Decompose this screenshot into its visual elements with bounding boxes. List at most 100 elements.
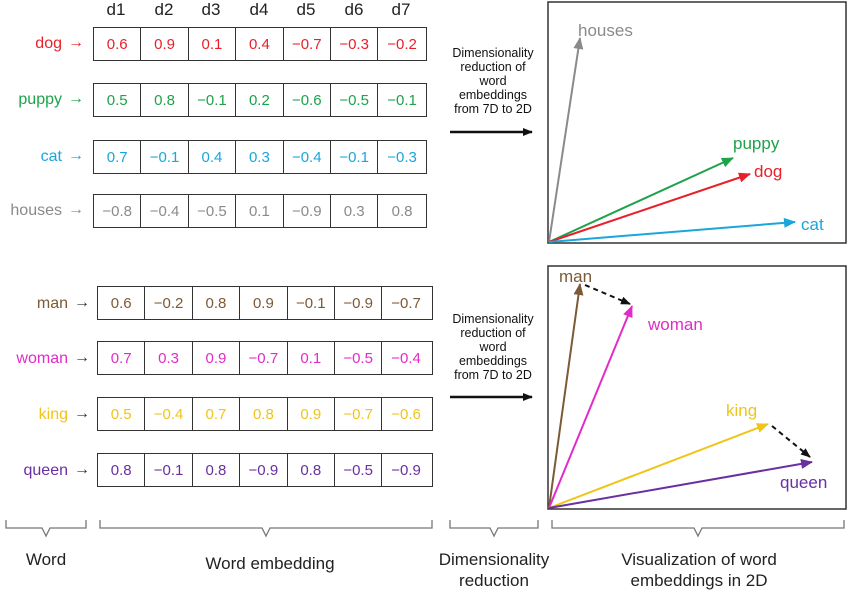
word-label: queen (23, 462, 69, 479)
caption-line: embeddings in 2D (630, 571, 768, 590)
embedding-value: −0.5 (335, 454, 383, 486)
plot-label-cat: cat (801, 215, 824, 234)
embedding-value: 0.8 (193, 287, 241, 319)
embedding-value: 0.3 (236, 141, 284, 173)
embedding-value: −0.3 (387, 148, 417, 166)
embedding-value: 0.9 (240, 287, 288, 319)
brace-visualization (551, 520, 845, 538)
dim-header-d7: d7 (391, 0, 411, 19)
embedding-value: −0.4 (145, 398, 193, 430)
embedding-value: −0.9 (335, 287, 383, 319)
dim-header-d3: d3 (201, 0, 221, 19)
embedding-value: 0.6 (94, 28, 142, 60)
word-label: cat (40, 148, 62, 165)
embedding-value: −0.8 (94, 195, 142, 227)
word-label: dog (35, 35, 62, 52)
embedding-value: −0.5 (189, 195, 237, 227)
embedding-value: −0.1 (145, 454, 193, 486)
right-arrow-icon: → (74, 461, 90, 478)
right-arrow-icon: → (74, 294, 90, 311)
embedding-value: 0.9 (193, 342, 241, 374)
embedding-value: −0.9 (391, 461, 421, 479)
embedding-value: −0.7 (391, 294, 421, 312)
dim-header-d1: d1 (106, 0, 126, 19)
plot-frame (547, 265, 847, 510)
embedding-value: 0.4 (236, 28, 284, 60)
word-label: puppy (18, 91, 62, 108)
embedding-value: 0.1 (236, 195, 284, 227)
reduction-line: from 7D to 2D (454, 102, 532, 116)
reduction-line: reduction of (460, 326, 526, 340)
word-label: king (38, 406, 68, 423)
right-arrow-icon: → (68, 34, 84, 51)
caption-word: Word (25, 550, 67, 569)
reduction-line: reduction of (460, 60, 526, 74)
man-vector (548, 283, 584, 509)
embedding-value: −0.5 (331, 84, 379, 116)
right-arrow-icon: → (74, 349, 90, 366)
embedding-value: −0.9 (284, 195, 331, 227)
embedding-value: −0.1 (141, 141, 189, 173)
word-label: man (36, 295, 68, 312)
embedding-vector: 0.5 0.8 −0.1 0.2 −0.6 −0.5 −0.1 (93, 83, 427, 117)
embedding-value: −0.4 (141, 195, 189, 227)
embedding-value: 0.9 (141, 28, 189, 60)
puppy-vector (548, 157, 734, 243)
embedding-value: 0.1 (189, 28, 237, 60)
woman-vector (548, 305, 633, 509)
plot-label-king: king (726, 401, 757, 420)
embedding-value: 0.3 (145, 342, 193, 374)
king-to-queen-arrow (771, 425, 811, 458)
plot-label-houses: houses (578, 21, 633, 40)
cat-vector (548, 217, 796, 243)
embedding-value: −0.6 (391, 405, 421, 423)
embedding-value: −0.3 (331, 28, 379, 60)
dim-header-d4: d4 (249, 0, 269, 19)
embedding-value: 0.5 (98, 398, 146, 430)
embedding-value: 0.4 (189, 141, 237, 173)
plot-label-man: man (559, 267, 592, 286)
embedding-vector: 0.6 −0.2 0.8 0.9 −0.1 −0.9 −0.7 (97, 286, 433, 320)
embedding-value: 0.8 (193, 454, 241, 486)
right-arrow-icon: → (68, 90, 84, 107)
caption-line: reduction (459, 571, 529, 590)
embedding-value: −0.1 (331, 141, 379, 173)
embedding-value: −0.7 (240, 342, 288, 374)
reduction-line: Dimensionality (452, 312, 534, 326)
embedding-value: 0.8 (240, 398, 288, 430)
caption-visualization: Visualization of word embeddings in 2D (584, 549, 814, 591)
embedding-vector: 0.7 −0.1 0.4 0.3 −0.4 −0.1 −0.3 (93, 140, 427, 174)
reduction-line: word (479, 340, 507, 354)
brace-word (5, 520, 87, 538)
dim-header-d5: d5 (296, 0, 316, 19)
embedding-value: 0.8 (141, 84, 189, 116)
embedding-value: −0.5 (335, 342, 383, 374)
dim-header-d6: d6 (344, 0, 364, 19)
embedding-value: 0.5 (94, 84, 142, 116)
caption-line: Visualization of word (621, 550, 777, 569)
embedding-value: −0.7 (284, 28, 331, 60)
embedding-value: 0.6 (98, 287, 146, 319)
embedding-value: −0.2 (145, 287, 193, 319)
reduction-label: Dimensionality reduction of word embeddi… (438, 312, 548, 382)
embedding-vector: 0.6 0.9 0.1 0.4 −0.7 −0.3 −0.2 (93, 27, 427, 61)
embedding-value: −0.9 (240, 454, 288, 486)
embedding-value: −0.1 (189, 84, 237, 116)
word-label: houses (10, 202, 62, 219)
embedding-vector: 0.7 0.3 0.9 −0.7 0.1 −0.5 −0.4 (97, 341, 433, 375)
caption-line: Dimensionality (438, 550, 550, 569)
embedding-value: 0.3 (331, 195, 379, 227)
embedding-value: −0.4 (284, 141, 331, 173)
embedding-value: 0.7 (94, 141, 142, 173)
embedding-value: −0.1 (288, 287, 335, 319)
reduction-label: Dimensionality reduction of word embeddi… (438, 46, 548, 116)
caption-reduction: Dimensionality reduction (420, 549, 568, 591)
embedding-value: 0.8 (98, 454, 146, 486)
reduction-line: from 7D to 2D (454, 368, 532, 382)
embedding-value: 0.7 (98, 342, 146, 374)
embedding-value: 0.2 (236, 84, 284, 116)
king-vector (548, 423, 769, 509)
right-arrow-icon: → (68, 201, 84, 218)
embedding-value: 0.7 (193, 398, 241, 430)
embedding-value: −0.1 (387, 91, 417, 109)
